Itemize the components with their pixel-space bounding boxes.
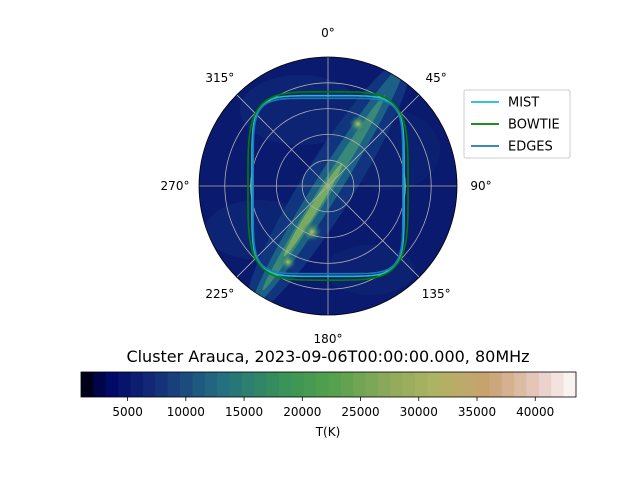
angle-tick-labels: 0° 45° 90° 135° 180° 225° 270° 315° (161, 26, 492, 346)
bright-spot (349, 115, 367, 133)
contour-mist (251, 94, 405, 278)
colorbar-cell (303, 372, 317, 397)
angle-tick-label: 90° (470, 179, 491, 193)
colorbar-cell (291, 372, 305, 397)
colorbar-cell (118, 372, 131, 397)
colorbar-ticks: 5000 10000 15000 20000 25000 30000 35000 40000 (112, 397, 554, 419)
colorbar-cell (427, 372, 441, 397)
colorbar-cell (279, 372, 292, 397)
legend: MIST BOWTIE EDGES (463, 89, 571, 159)
chart-title: Cluster Arauca, 2023-09-06T00:00:00.000,… (126, 347, 529, 366)
colorbar-cell (452, 372, 466, 397)
colorbar-cell (477, 372, 490, 397)
colorbar-cell (563, 372, 577, 397)
colorbar-cell (204, 372, 218, 397)
polar-grid (199, 57, 457, 315)
legend-label-bowtie: BOWTIE (508, 118, 560, 133)
colorbar-cell (538, 372, 552, 397)
colorbar-tick-label: 15000 (225, 405, 263, 419)
colorbar-cell (501, 372, 515, 397)
colorbar-tick-label: 10000 (167, 405, 205, 419)
colorbar-cell (241, 372, 255, 397)
colorbar-cell (328, 372, 342, 397)
colorbar-tick-label: 35000 (458, 405, 496, 419)
colorbar: 5000 10000 15000 20000 25000 30000 35000 40000 … (80, 371, 577, 439)
colorbar-cell (142, 372, 156, 397)
colorbar-cell (415, 372, 428, 397)
legend-label-edges: EDGES (508, 140, 553, 155)
angular-grid-line (327, 185, 420, 278)
colorbar-cell (390, 372, 404, 397)
colorbar-cell (514, 372, 527, 397)
beam-contours (247, 91, 409, 282)
colorbar-cell (378, 372, 391, 397)
angular-grid-line (236, 185, 329, 278)
colorbar-cell (217, 372, 230, 397)
colorbar-cell (155, 372, 169, 397)
colorbar-cell (81, 372, 94, 397)
colorbar-cell (167, 372, 181, 397)
angle-tick-label: 225° (205, 287, 234, 301)
contour-edges (252, 97, 404, 275)
contour-bowtie (247, 91, 409, 282)
angular-grid-line (236, 94, 329, 187)
angle-tick-label: 315° (205, 71, 234, 85)
colorbar-cell (365, 372, 379, 397)
colorbar-cell (551, 372, 565, 397)
bright-spot (302, 222, 322, 242)
colorbar-cell (105, 372, 119, 397)
plot-border (198, 56, 458, 316)
colorbar-cell (93, 372, 107, 397)
legend-frame (463, 89, 571, 159)
colorbar-cell (439, 372, 453, 397)
angle-tick-label: 0° (321, 26, 335, 40)
colorbar-tick-label: 5000 (112, 405, 143, 419)
colorbar-tick-label: 20000 (283, 405, 321, 419)
colorbar-cell (353, 372, 367, 397)
colorbar-cell (254, 372, 268, 397)
angle-tick-label: 135° (422, 287, 451, 301)
colorbar-cell (402, 372, 416, 397)
colorbar-cell (316, 372, 329, 397)
sky-map (198, 56, 458, 316)
colorbar-tick-label: 40000 (516, 405, 554, 419)
colorbar-cell (192, 372, 206, 397)
colorbar-cell (489, 372, 503, 397)
colorbar-gradient (81, 372, 577, 397)
angle-tick-label: 270° (161, 179, 190, 193)
legend-label-mist: MIST (508, 96, 539, 111)
colorbar-cell (130, 372, 144, 397)
angular-grid-line (327, 94, 420, 187)
colorbar-cell (464, 372, 478, 397)
colorbar-tick-label: 30000 (400, 405, 438, 419)
angle-tick-label: 180° (314, 332, 343, 346)
colorbar-cell (526, 372, 540, 397)
colorbar-frame (80, 371, 577, 398)
bright-spot (280, 254, 296, 270)
colorbar-cell (180, 372, 193, 397)
colorbar-cell (340, 372, 354, 397)
colorbar-cell (229, 372, 243, 397)
colorbar-tick-label: 25000 (341, 405, 379, 419)
colorbar-label: T(K) (315, 425, 341, 439)
angle-tick-label: 45° (426, 71, 447, 85)
colorbar-cell (266, 372, 280, 397)
